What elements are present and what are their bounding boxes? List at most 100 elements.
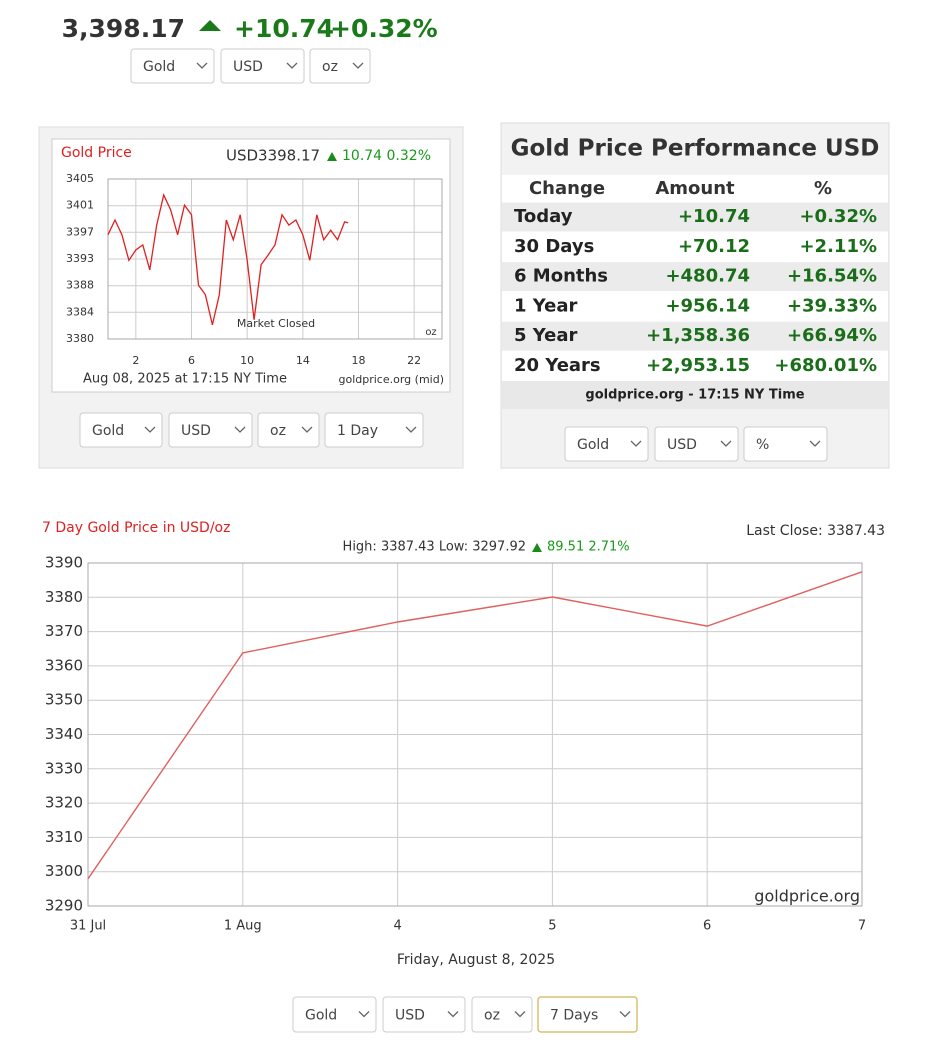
y-tick-label: 3310 (45, 828, 83, 846)
price-line (107, 193, 349, 326)
y-tick-label: 3320 (45, 794, 83, 812)
quote-change: 10.74 0.32% (342, 148, 431, 164)
dropdown[interactable]: oz (471, 996, 533, 1033)
y-tick-label: 3384 (66, 305, 94, 318)
dropdown-chevron (352, 62, 364, 69)
cell-value: +2.11% (799, 236, 877, 257)
performance-footer: goldprice.org - 17:15 NY Time (585, 388, 804, 403)
dropdown-box (292, 996, 377, 1033)
y-tick-label: 3360 (45, 656, 83, 674)
dropdown-chevron (196, 62, 208, 69)
dropdown[interactable]: 1 Day (324, 412, 424, 448)
cell-value: +1,358.36 (646, 325, 750, 346)
caption: Aug 08, 2025 at 17:15 NY Time (83, 372, 287, 387)
dropdown[interactable]: % (743, 426, 828, 462)
row-stripe (502, 262, 888, 292)
dropdown-label: oz (270, 423, 286, 439)
dropdown-box (743, 426, 828, 462)
cell-value: +680.01% (774, 355, 877, 376)
range-change: 89.51 2.71% (547, 540, 630, 555)
y-tick-label: 3380 (45, 588, 83, 606)
dropdown-chevron (405, 426, 417, 433)
column-header: Amount (655, 178, 735, 199)
row-label: 30 Days (514, 236, 594, 257)
dropdown[interactable]: 7 Days (537, 996, 638, 1033)
dropdown-chevron (447, 1011, 459, 1018)
source: goldprice.org (754, 887, 860, 906)
x-tick-label: 6 (188, 354, 195, 367)
dropdown-label: USD (233, 59, 263, 75)
cell-value: +0.32% (799, 206, 877, 227)
dropdown-chevron (619, 1011, 631, 1018)
column-header: Change (529, 178, 605, 199)
y-tick-label: 3401 (66, 199, 94, 212)
dropdown-box (79, 412, 163, 448)
y-tick-label: 3393 (66, 252, 94, 265)
cell-value: +956.14 (665, 295, 750, 316)
dropdown-chevron (720, 440, 732, 447)
x-tick-label: 1 Aug (224, 919, 262, 934)
x-axis-label: Friday, August 8, 2025 (397, 952, 555, 968)
x-tick-label: 14 (296, 354, 310, 367)
row-label: 6 Months (514, 266, 608, 287)
dropdown-label: Gold (577, 437, 609, 453)
plot-frame (87, 562, 863, 907)
dropdown[interactable]: Gold (564, 426, 649, 462)
cell-value: +10.74 (678, 206, 750, 227)
quote: USD3398.17 (226, 147, 320, 165)
dropdown-box (130, 48, 215, 84)
x-tick-label: 18 (352, 354, 366, 367)
cell-value: +39.33% (787, 295, 877, 316)
dropdown[interactable]: Gold (292, 996, 377, 1033)
y-tick-label: 3340 (45, 725, 83, 743)
x-tick-label: 22 (407, 354, 421, 367)
y-tick-label: 3330 (45, 759, 83, 777)
x-tick-label: 6 (703, 919, 711, 934)
y-tick-label: 3380 (66, 332, 94, 345)
intraday-chart-box (51, 138, 451, 393)
cell-value: +70.12 (678, 236, 750, 257)
dropdown[interactable]: USD (382, 996, 466, 1033)
plot-frame (107, 178, 443, 340)
dropdown[interactable]: Gold (130, 48, 215, 84)
row-label: 1 Year (514, 295, 578, 316)
dropdown[interactable]: oz (257, 412, 320, 448)
dropdown-box (564, 426, 649, 462)
annotation: Market Closed (237, 317, 315, 330)
dropdown-box (382, 996, 466, 1033)
dropdown[interactable]: oz (309, 48, 371, 84)
y-tick-label: 3388 (66, 279, 94, 292)
dropdown[interactable]: USD (220, 48, 305, 84)
dropdown-chevron (358, 1011, 370, 1018)
y-tick-label: 3290 (45, 897, 83, 915)
dropdown[interactable]: USD (168, 412, 253, 448)
dropdown-box (471, 996, 533, 1033)
dropdown[interactable]: USD (654, 426, 739, 462)
dropdown-chevron (301, 426, 313, 433)
y-tick-label: 3300 (45, 862, 83, 880)
change: +10.74 (234, 14, 334, 43)
dropdown-box (168, 412, 253, 448)
dropdown[interactable]: Gold (79, 412, 163, 448)
dropdown-label: oz (322, 59, 338, 75)
dropdown-label: 1 Day (337, 423, 378, 439)
dropdown-chevron (630, 440, 642, 447)
dropdown-box (309, 48, 371, 84)
chart-title: Gold Price (61, 145, 132, 161)
dropdown-box (324, 412, 424, 448)
x-tick-label: 5 (548, 919, 556, 934)
price: 3,398.17 (62, 14, 185, 43)
performance-footer-bg (502, 381, 888, 409)
dropdown-chevron (286, 62, 298, 69)
row-label: 20 Years (514, 355, 601, 376)
dropdown-label: Gold (305, 1008, 337, 1024)
dropdown-box (654, 426, 739, 462)
dropdown-label: % (756, 437, 769, 453)
x-tick-label: 7 (858, 919, 866, 934)
range: High: 3387.43 Low: 3297.92 (343, 540, 526, 555)
dropdown-box (257, 412, 320, 448)
dropdown-chevron (514, 1011, 526, 1018)
dropdown-box (220, 48, 305, 84)
dropdown-label: 7 Days (550, 1008, 598, 1024)
